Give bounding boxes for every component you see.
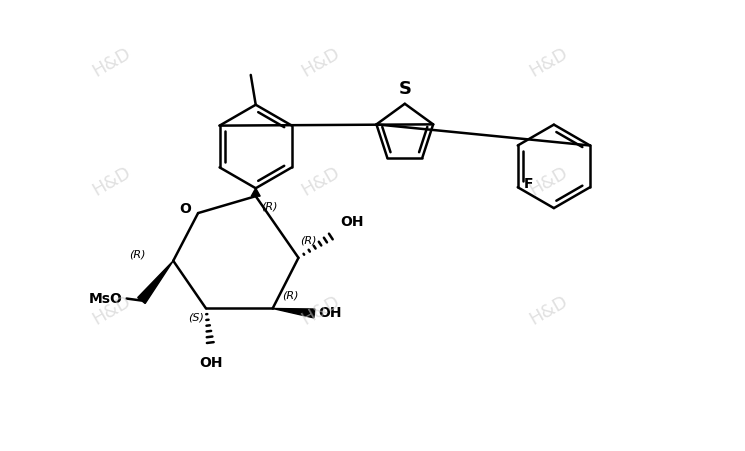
Text: OH: OH	[318, 307, 342, 321]
Text: (R): (R)	[300, 236, 317, 246]
Text: H&D: H&D	[527, 44, 571, 80]
Polygon shape	[273, 308, 315, 318]
Text: (R): (R)	[282, 290, 299, 300]
Text: H&D: H&D	[89, 44, 134, 80]
Polygon shape	[251, 188, 260, 196]
Text: H&D: H&D	[89, 163, 134, 199]
Text: H&D: H&D	[527, 163, 571, 199]
Text: (S): (S)	[188, 313, 204, 322]
Text: F: F	[524, 177, 533, 191]
Text: H&D: H&D	[298, 163, 343, 199]
Text: H&D: H&D	[527, 292, 571, 329]
Text: OH: OH	[199, 356, 223, 370]
Text: H&D: H&D	[89, 292, 134, 329]
Text: OH: OH	[340, 215, 364, 229]
Text: (R): (R)	[129, 250, 145, 260]
Text: H&D: H&D	[298, 292, 343, 329]
Text: O: O	[180, 202, 191, 216]
Polygon shape	[138, 261, 174, 304]
Text: (R): (R)	[261, 201, 277, 211]
Text: MsO: MsO	[89, 291, 122, 305]
Text: H&D: H&D	[298, 44, 343, 80]
Text: S: S	[399, 80, 411, 98]
